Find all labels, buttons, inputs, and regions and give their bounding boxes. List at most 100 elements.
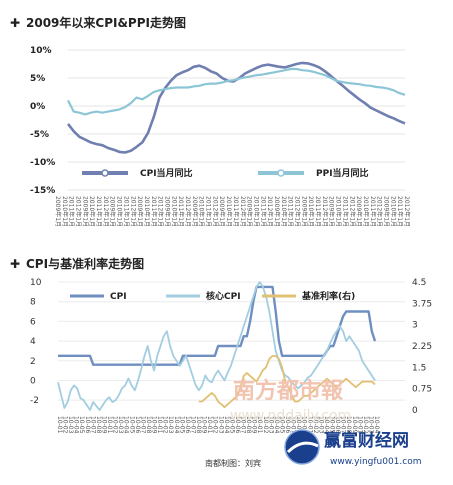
- x-tick-label: 2009年1月: [355, 196, 363, 227]
- x-tick-label: 2011年1月: [314, 196, 322, 227]
- x-tick-label: 2009年1月: [218, 196, 226, 227]
- x-tick-label: 2010年1月: [280, 196, 288, 227]
- x-tick-label: 2012年1月: [348, 196, 356, 227]
- x-tick-label: 10-09: [201, 416, 208, 434]
- x-tick-label: 10-06: [334, 416, 341, 434]
- x-tick-label: 10-05: [228, 416, 235, 434]
- x-tick-label: 2011年1月: [122, 196, 130, 227]
- y-tick-label: -15%: [30, 186, 55, 196]
- x-tick-label: 10-06: [284, 416, 291, 434]
- x-tick-label: 2012年1月: [211, 196, 219, 227]
- logo-name: 赢富财经网: [324, 430, 409, 451]
- x-tick-label: 2011年1月: [396, 196, 404, 227]
- x-tick-label: 10-09: [151, 416, 158, 434]
- y-tick-label: 5%: [30, 74, 45, 84]
- x-tick-label: 10-07: [340, 416, 347, 434]
- x-tick-label: 10-05: [178, 416, 185, 434]
- x-tick-label: 10-02: [362, 416, 369, 434]
- x-tick-label: 2011年1月: [150, 196, 158, 227]
- x-tick-label: 10-04: [123, 416, 130, 434]
- x-tick-label: 10-09: [100, 416, 107, 434]
- x-tick-label: 10-03: [367, 416, 374, 434]
- x-tick-label: 2010年1月: [389, 196, 397, 227]
- logo: 赢富财经网 www.yingfu001.com: [284, 429, 422, 467]
- chart2-legend: CPI 核心CPI 基准利率(右): [70, 290, 355, 302]
- legend-ppi-label: PPI当月同比: [316, 167, 369, 179]
- x-tick-label: 10-02: [212, 416, 219, 434]
- x-tick-label: 2009年1月: [81, 196, 89, 227]
- x-tick-label: 10-04: [173, 416, 180, 434]
- y-right-tick-label: 0.75: [412, 385, 432, 395]
- x-tick-label: 2010年1月: [143, 196, 151, 227]
- x-tick-label: 10-01: [356, 416, 363, 434]
- x-tick-label: 10-01: [256, 416, 263, 434]
- plus-icon: ✚: [10, 16, 20, 30]
- x-tick-label: 2012年1月: [376, 196, 384, 227]
- x-tick-label: 2009年1月: [328, 196, 336, 227]
- x-tick-label: 2010年1月: [170, 196, 178, 227]
- x-tick-label: 10-09: [351, 416, 358, 434]
- x-tick-label: 10-08: [295, 416, 302, 434]
- chart1-title: 2009年以来CPI&PPI走势图: [26, 15, 186, 30]
- logo-globe-icon: [285, 430, 319, 464]
- y-tick-label: -5%: [30, 130, 49, 140]
- x-tick-label: 10-05: [278, 416, 285, 434]
- x-tick-label: 2012年1月: [403, 196, 411, 227]
- x-tick-label: 10-01: [306, 416, 313, 434]
- x-tick-label: 10-02: [262, 416, 269, 434]
- x-tick-label: 2012年1月: [102, 196, 110, 227]
- chart2-title: CPI与基准利率走势图: [26, 256, 144, 271]
- x-tick-label: 10-08: [245, 416, 252, 434]
- x-tick-label: 10-05: [128, 416, 135, 434]
- x-tick-label: 2009年1月: [382, 196, 390, 227]
- x-tick-label: 2012年1月: [157, 196, 165, 227]
- y-right-tick-label: 3.75: [412, 299, 432, 309]
- x-tick-label: 2009年1月: [273, 196, 281, 227]
- x-tick-label: 10-04: [323, 416, 330, 434]
- x-tick-label: 2011年1月: [287, 196, 295, 227]
- x-tick-label: 2012年1月: [184, 196, 192, 227]
- x-tick-label: 2011年1月: [177, 196, 185, 227]
- y-right-tick-label: 3: [412, 321, 418, 331]
- x-tick-label: 10-08: [195, 416, 202, 434]
- x-tick-label: 2009年1月: [191, 196, 199, 227]
- legend-rate-label: 基准利率(右): [301, 290, 355, 302]
- x-tick-label: 2010年1月: [335, 196, 343, 227]
- x-tick-label: 10-03: [217, 416, 224, 434]
- legend-cpi-label: CPI当月同比: [140, 167, 193, 179]
- x-tick-label: 10-08: [145, 416, 152, 434]
- x-tick-label: 10-03: [67, 416, 74, 434]
- x-tick-label: 10-04: [223, 416, 230, 434]
- y-left-tick-label: 0: [30, 376, 36, 386]
- x-tick-label: 10-06: [84, 416, 91, 434]
- x-tick-label: 10-02: [112, 416, 119, 434]
- x-tick-label: 10-06: [234, 416, 241, 434]
- series-line-ppi: [67, 67, 406, 116]
- x-tick-label: 10-09: [301, 416, 308, 434]
- x-tick-label: 2009年1月: [136, 196, 144, 227]
- x-tick-label: 2011年1月: [205, 196, 213, 227]
- legend-cpi-marker: [101, 169, 109, 177]
- y-tick-label: 10%: [30, 46, 52, 56]
- logo-url: www.yingfu001.com: [330, 457, 422, 467]
- legend-ppi-marker: [277, 169, 285, 177]
- x-tick-label: 2009年1月: [300, 196, 308, 227]
- x-tick-label: 10-05: [329, 416, 336, 434]
- x-tick-label: 10-06: [134, 416, 141, 434]
- x-tick-label: 2010年1月: [88, 196, 96, 227]
- x-tick-label: 10-04: [73, 416, 80, 434]
- x-tick-label: 10-07: [139, 416, 146, 434]
- x-tick-label: 10-04: [373, 416, 380, 434]
- watermark-url: www.nddaily.com: [230, 408, 351, 424]
- series-line-core-cpi: [57, 281, 376, 411]
- x-tick-label: 10-03: [267, 416, 274, 434]
- x-tick-label: 10-07: [290, 416, 297, 434]
- x-tick-label: 10-07: [240, 416, 247, 434]
- x-tick-label: 10-05: [78, 416, 85, 434]
- x-tick-label: 10-03: [117, 416, 124, 434]
- x-tick-label: 2012年1月: [266, 196, 274, 227]
- x-tick-label: 10-03: [317, 416, 324, 434]
- x-tick-label: 10-08: [345, 416, 352, 434]
- x-tick-label: 10-01: [206, 416, 213, 434]
